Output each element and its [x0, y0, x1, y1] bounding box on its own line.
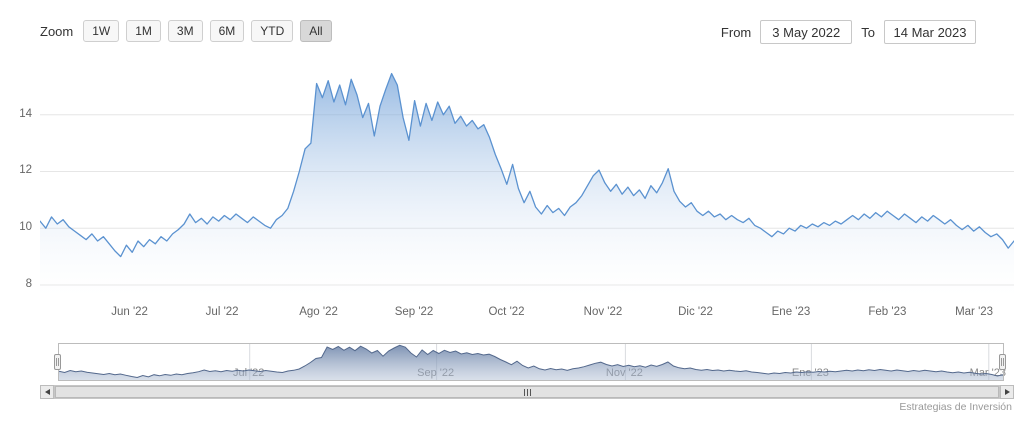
date-range: From To	[721, 20, 976, 44]
to-date-input[interactable]	[884, 20, 976, 44]
zoom-buttons: 1W 1M 3M 6M YTD All	[83, 20, 332, 42]
zoom-button-ytd[interactable]: YTD	[251, 20, 294, 42]
from-date-input[interactable]	[760, 20, 853, 44]
x-axis-label: Nov '22	[583, 306, 623, 318]
arrow-left-icon	[44, 389, 50, 395]
x-axis-label: Sep '22	[394, 306, 434, 318]
zoom-button-6m[interactable]: 6M	[209, 20, 245, 42]
x-axis-label: Mar '23	[955, 306, 994, 318]
price-area-chart[interactable]	[40, 60, 1014, 300]
navigator-right-handle[interactable]	[999, 354, 1006, 370]
zoom-button-1w[interactable]: 1W	[83, 20, 120, 42]
scrollbar	[40, 385, 1014, 399]
x-axis-label: Jun '22	[111, 306, 148, 318]
navigator[interactable]	[58, 343, 1004, 381]
navigator-left-handle[interactable]	[54, 354, 61, 370]
zoom-button-1m[interactable]: 1M	[126, 20, 161, 42]
y-axis-label: 12	[19, 164, 32, 177]
scrollbar-left-arrow-button[interactable]	[40, 385, 54, 399]
scrollbar-track[interactable]	[54, 385, 1000, 399]
grip-icon	[523, 388, 525, 396]
range-selector: Zoom 1W 1M 3M 6M YTD All	[40, 20, 332, 42]
from-label: From	[720, 24, 752, 40]
scrollbar-thumb[interactable]	[55, 386, 999, 398]
arrow-right-icon	[1004, 389, 1010, 395]
scrollbar-right-arrow-button[interactable]	[1000, 385, 1014, 399]
zoom-button-3m[interactable]: 3M	[167, 20, 203, 42]
x-axis-label: Feb '23	[868, 306, 907, 318]
chart-credit-link[interactable]: Estrategias de Inversión	[899, 401, 1012, 413]
x-axis-label: Jul '22	[205, 306, 239, 318]
x-axis-label: Ene '23	[771, 306, 811, 318]
y-axis-label: 14	[19, 107, 32, 120]
x-axis-label: Oct '22	[488, 306, 525, 318]
x-axis-label: Dic '22	[678, 306, 713, 318]
to-label: To	[861, 24, 875, 40]
y-axis-label: 10	[19, 221, 32, 234]
zoom-button-all[interactable]: All	[300, 20, 332, 42]
zoom-label: Zoom	[40, 23, 74, 39]
grip-icon	[529, 388, 531, 396]
grip-icon	[526, 388, 528, 396]
y-axis-label: 8	[25, 277, 32, 290]
navigator-mini-chart	[59, 344, 1003, 380]
x-axis-label: Ago '22	[299, 306, 338, 318]
